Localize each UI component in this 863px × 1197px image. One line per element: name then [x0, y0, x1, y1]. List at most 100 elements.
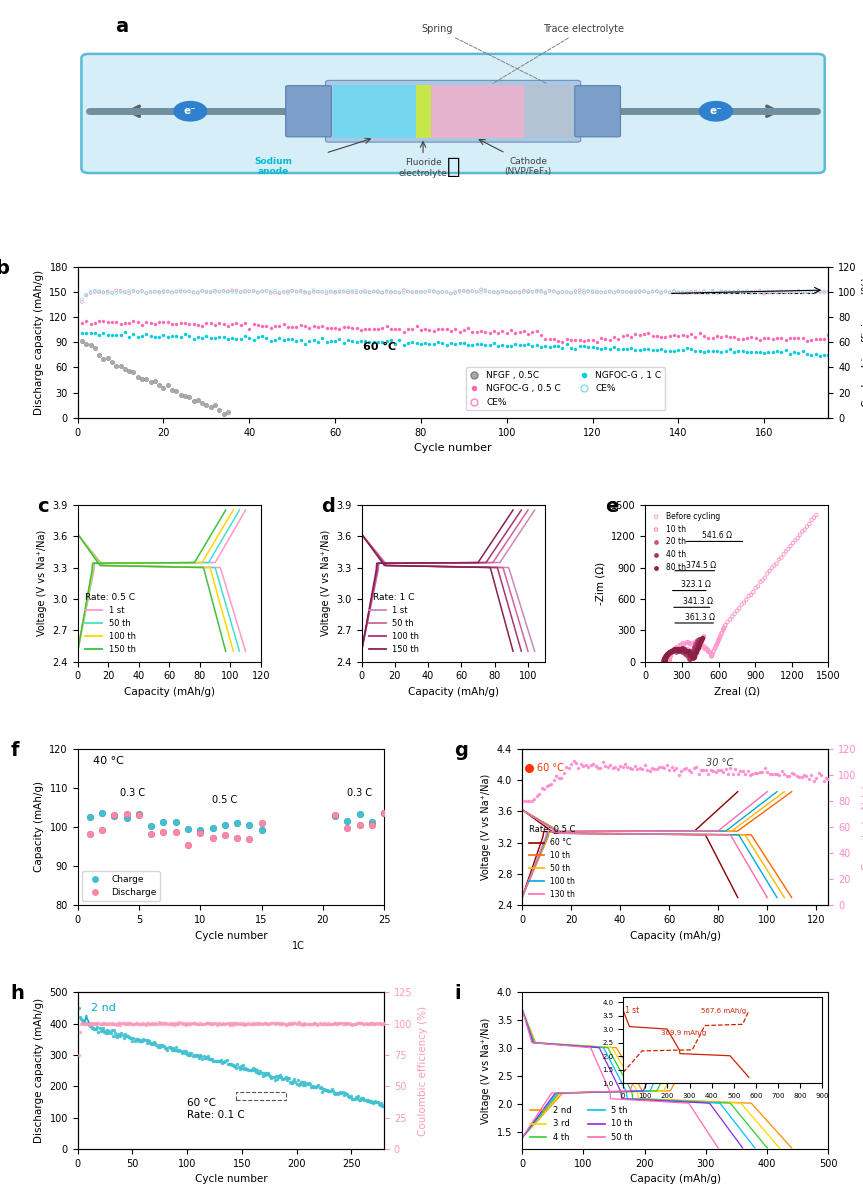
Point: [352, 1014, 366, 1033]
40 th: [684, 648, 698, 667]
Point: [263, 1067, 277, 1086]
Before cycling: [746, 583, 760, 602]
Point: [332, 281, 346, 300]
Point: [691, 765, 705, 784]
50 th: [633, 1093, 643, 1107]
Before cycling: [690, 634, 703, 654]
Point: [822, 326, 835, 345]
Point: [243, 320, 256, 339]
Point: [582, 281, 595, 300]
Point: [646, 282, 659, 302]
Point: [230, 1014, 244, 1033]
Point: [345, 282, 359, 302]
Before cycling: [666, 642, 680, 661]
Point: [204, 329, 217, 348]
40 th: [658, 649, 671, 668]
3 rd: [517, 1002, 527, 1016]
Point: [290, 281, 304, 300]
Point: [457, 281, 470, 300]
20 th: [687, 638, 701, 657]
80 th: [660, 645, 674, 664]
Point: [120, 1027, 134, 1046]
Before cycling: [666, 642, 680, 661]
Point: [309, 1077, 323, 1096]
10 th: [695, 632, 709, 651]
Point: [551, 336, 565, 356]
Point: [647, 759, 661, 778]
Point: [242, 1061, 255, 1080]
Point: [680, 327, 694, 346]
Point: [135, 281, 149, 300]
Point: [328, 330, 342, 350]
Point: [358, 282, 372, 302]
Point: [294, 1073, 308, 1092]
Before cycling: [695, 637, 709, 656]
Point: [663, 282, 677, 302]
Point: [152, 376, 166, 395]
Point: [276, 1014, 290, 1033]
Point: [491, 284, 505, 303]
Point: [217, 327, 230, 346]
Legend: 60 °C, 10 th, 50 th, 100 th, 130 th: 60 °C, 10 th, 50 th, 100 th, 130 th: [526, 822, 578, 901]
2 nd: [517, 1002, 527, 1016]
Point: [275, 1014, 289, 1033]
Point: [545, 774, 558, 794]
Point: [654, 284, 668, 303]
Discharge: [83, 825, 97, 844]
Point: [667, 326, 681, 345]
Before cycling: [663, 651, 677, 670]
Point: [363, 1092, 377, 1111]
Point: [148, 328, 161, 347]
Point: [186, 330, 200, 350]
10 th: [675, 639, 689, 658]
Point: [365, 1014, 379, 1033]
20 th: [665, 642, 679, 661]
Point: [607, 328, 620, 347]
40 th: [690, 633, 704, 652]
Point: [161, 376, 174, 395]
Point: [790, 767, 803, 786]
Point: [250, 1014, 264, 1033]
Point: [719, 759, 733, 778]
Before cycling: [681, 633, 695, 652]
Point: [118, 1014, 132, 1033]
Point: [693, 341, 707, 360]
Before cycling: [702, 642, 715, 661]
4 th: [739, 1113, 749, 1128]
Point: [813, 282, 827, 302]
Point: [98, 1014, 112, 1033]
Point: [200, 1047, 214, 1067]
Point: [280, 1070, 293, 1089]
Point: [388, 334, 402, 353]
Point: [251, 1063, 265, 1082]
Point: [388, 282, 402, 302]
Point: [132, 1015, 146, 1034]
40 th: [685, 644, 699, 663]
Point: [513, 323, 526, 342]
Before cycling: [740, 590, 753, 609]
Point: [239, 1014, 253, 1033]
Point: [723, 758, 737, 777]
Point: [337, 1083, 351, 1102]
Point: [461, 281, 475, 300]
2 nd: [744, 1096, 754, 1111]
Point: [205, 1014, 219, 1033]
Point: [90, 1014, 104, 1033]
Point: [662, 760, 676, 779]
Point: [380, 282, 394, 302]
Point: [436, 282, 450, 302]
Point: [410, 333, 424, 352]
Point: [234, 1014, 248, 1033]
20 th: [677, 643, 691, 662]
Point: [140, 370, 154, 389]
Point: [495, 322, 509, 341]
Point: [72, 998, 85, 1017]
Point: [620, 758, 634, 777]
10 th: [663, 643, 677, 662]
80 th: [690, 640, 703, 660]
Point: [706, 281, 720, 300]
80 th: [658, 648, 672, 667]
Text: 341.3 Ω: 341.3 Ω: [683, 597, 714, 606]
Point: [526, 282, 539, 302]
40 th: [671, 640, 685, 660]
